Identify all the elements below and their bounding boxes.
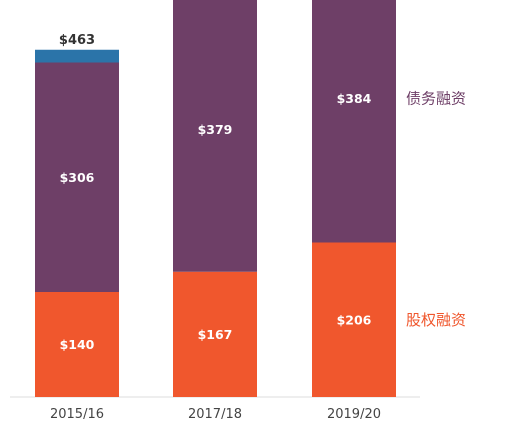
data-label-2015-16-series-0: $140	[60, 337, 95, 352]
bar-2015-16-series-2	[35, 49, 119, 63]
bar-2019-20-series-1	[312, 0, 396, 243]
bar-2015-16-series-0	[35, 292, 119, 397]
x-tick-label-2019-20: 2019/20	[327, 407, 381, 422]
bar-2015-16-series-1	[35, 62, 119, 292]
legend-label-series-0: 股权融资	[406, 311, 466, 329]
data-label-2017-18-series-1: $379	[198, 122, 233, 137]
data-label-2019-20-series-0: $206	[337, 312, 372, 327]
data-label-2015-16-series-1: $306	[60, 170, 95, 185]
bar-2017-18-series-1	[173, 0, 257, 272]
data-label-2017-18-series-0: $167	[198, 327, 233, 342]
data-label-2019-20-series-1: $384	[337, 91, 372, 106]
x-tick-label-2015-16: 2015/16	[50, 407, 104, 422]
x-tick-label-2017-18: 2017/18	[188, 407, 242, 422]
bar-2017-18-series-0	[173, 271, 257, 397]
total-label-2015-16: $463	[59, 33, 95, 48]
legend-label-series-1: 债务融资	[406, 90, 466, 108]
bar-2019-20-series-0	[312, 242, 396, 397]
